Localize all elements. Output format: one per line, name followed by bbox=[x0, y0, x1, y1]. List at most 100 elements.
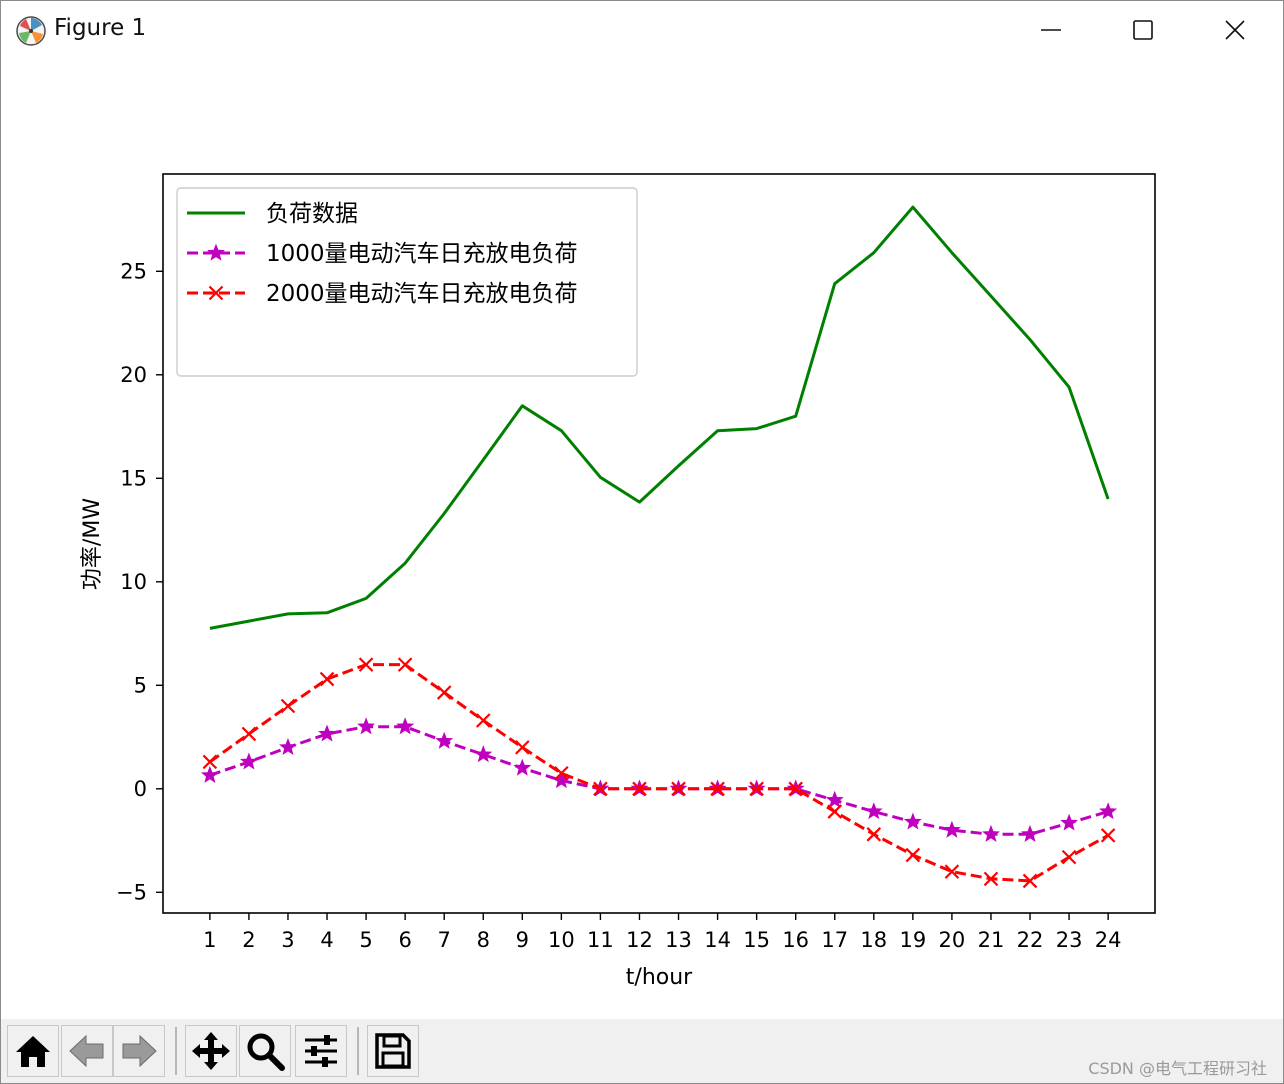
data-point bbox=[671, 781, 686, 797]
x-tick-label: 23 bbox=[1056, 928, 1083, 952]
data-point bbox=[710, 781, 725, 797]
data-point bbox=[1022, 873, 1038, 889]
legend-entry: 2000量电动汽车日充放电负荷 bbox=[187, 281, 578, 307]
back-button[interactable] bbox=[61, 1025, 113, 1077]
data-point bbox=[632, 781, 647, 797]
maximize-icon bbox=[1133, 20, 1153, 40]
legend-box bbox=[176, 187, 638, 377]
data-point bbox=[239, 752, 258, 770]
minimize-button[interactable] bbox=[1005, 1, 1097, 59]
watermark: CSDN @电气工程研习社 bbox=[1088, 1059, 1267, 1078]
x-tick-label: 21 bbox=[978, 928, 1005, 952]
legend-label: 2000量电动汽车日充放电负荷 bbox=[266, 281, 578, 307]
data-point bbox=[319, 671, 335, 687]
data-point bbox=[983, 871, 999, 887]
y-tick-label: −5 bbox=[116, 880, 147, 904]
data-point bbox=[866, 827, 882, 842]
axes-frame bbox=[162, 173, 1156, 914]
x-tick-label: 10 bbox=[548, 928, 575, 952]
line-chart: 1 2 3 4 5 6 7 8 9 10 11 12 13 14 15 16 17 18 19 20 21 22 23 24−… bbox=[80, 173, 1156, 990]
x-tick-label: 7 bbox=[438, 928, 451, 952]
y-axis-label: 功率/MW bbox=[80, 498, 105, 590]
save-button[interactable] bbox=[367, 1025, 419, 1077]
matplotlib-logo-icon bbox=[16, 16, 46, 46]
x-tick-label: 24 bbox=[1095, 928, 1122, 952]
zoom-button[interactable] bbox=[239, 1025, 291, 1077]
data-point bbox=[436, 685, 452, 700]
data-point bbox=[1060, 813, 1079, 831]
x-tick-label: 20 bbox=[939, 928, 966, 952]
data-point bbox=[905, 847, 921, 863]
x-tick-label: 4 bbox=[320, 928, 333, 952]
toolbar-separator bbox=[175, 1027, 177, 1075]
series-line bbox=[209, 205, 1110, 630]
configure-subplots-button[interactable] bbox=[295, 1025, 347, 1077]
data-point bbox=[788, 781, 803, 797]
x-tick-label: 22 bbox=[1017, 928, 1044, 952]
x-tick-label: 18 bbox=[860, 928, 887, 952]
data-point bbox=[1099, 802, 1118, 820]
home-button[interactable] bbox=[7, 1025, 59, 1077]
data-point bbox=[827, 804, 843, 819]
sliders-icon bbox=[305, 1035, 337, 1067]
data-point bbox=[1100, 828, 1116, 843]
x-tick-label: 1 bbox=[203, 928, 216, 952]
data-point bbox=[903, 812, 922, 830]
data-point bbox=[554, 765, 569, 781]
data-point bbox=[200, 765, 219, 783]
x-tick-label: 15 bbox=[743, 928, 770, 952]
data-point bbox=[474, 745, 493, 763]
y-tick-label: 25 bbox=[120, 259, 147, 283]
data-point bbox=[982, 824, 1000, 842]
forward-button[interactable] bbox=[113, 1025, 165, 1077]
save-icon bbox=[375, 1033, 411, 1069]
data-point bbox=[513, 758, 532, 776]
x-tick-label: 9 bbox=[516, 928, 529, 952]
figure-canvas[interactable]: 1 2 3 4 5 6 7 8 9 10 11 12 13 14 15 16 17 18 19 20 21 22 23 24−… bbox=[1, 59, 1283, 1019]
minimize-icon bbox=[1041, 29, 1061, 31]
y-tick-label: 10 bbox=[120, 570, 147, 594]
navigation-toolbar: CSDN @电气工程研习社 bbox=[1, 1019, 1283, 1083]
legend-entry: 负荷数据 bbox=[187, 201, 358, 227]
series-3 bbox=[202, 657, 1116, 889]
x-tick-label: 14 bbox=[704, 928, 731, 952]
data-point bbox=[515, 740, 530, 755]
data-point bbox=[357, 717, 376, 735]
title-bar[interactable]: Figure 1 bbox=[1, 1, 1283, 59]
data-point bbox=[942, 820, 961, 838]
y-tick-label: 20 bbox=[120, 363, 147, 387]
data-point bbox=[396, 717, 415, 735]
data-point bbox=[397, 657, 413, 672]
close-icon bbox=[1225, 20, 1245, 40]
series-1 bbox=[209, 205, 1110, 630]
data-point bbox=[280, 698, 296, 714]
x-tick-label: 19 bbox=[899, 928, 926, 952]
x-tick-label: 5 bbox=[359, 928, 372, 952]
close-button[interactable] bbox=[1189, 1, 1281, 59]
legend: 负荷数据 1000量电动汽车日充放电负荷 2000量电动汽车日充放电负荷 bbox=[176, 187, 638, 377]
zoom-icon bbox=[247, 1033, 285, 1071]
data-point bbox=[825, 790, 844, 808]
legend-entry: 1000量电动汽车日充放电负荷 bbox=[187, 241, 578, 267]
y-tick-label: 0 bbox=[134, 777, 147, 801]
maximize-button[interactable] bbox=[1097, 1, 1189, 59]
y-tick-label: 5 bbox=[134, 673, 147, 697]
x-tick-label: 8 bbox=[477, 928, 490, 952]
data-point bbox=[749, 781, 764, 797]
series-line bbox=[209, 663, 1109, 883]
x-tick-label: 12 bbox=[626, 928, 653, 952]
pan-button[interactable] bbox=[185, 1025, 237, 1077]
x-tick-label: 16 bbox=[782, 928, 809, 952]
data-point bbox=[279, 738, 297, 756]
data-point bbox=[1021, 824, 1039, 842]
data-point bbox=[435, 731, 454, 749]
move-icon bbox=[192, 1032, 230, 1070]
toolbar-separator bbox=[357, 1027, 359, 1075]
back-arrow-icon bbox=[69, 1034, 104, 1068]
data-point bbox=[1061, 849, 1077, 865]
data-point bbox=[318, 724, 336, 742]
data-point bbox=[241, 726, 257, 742]
legend-marker bbox=[207, 243, 225, 261]
data-point bbox=[864, 802, 883, 820]
